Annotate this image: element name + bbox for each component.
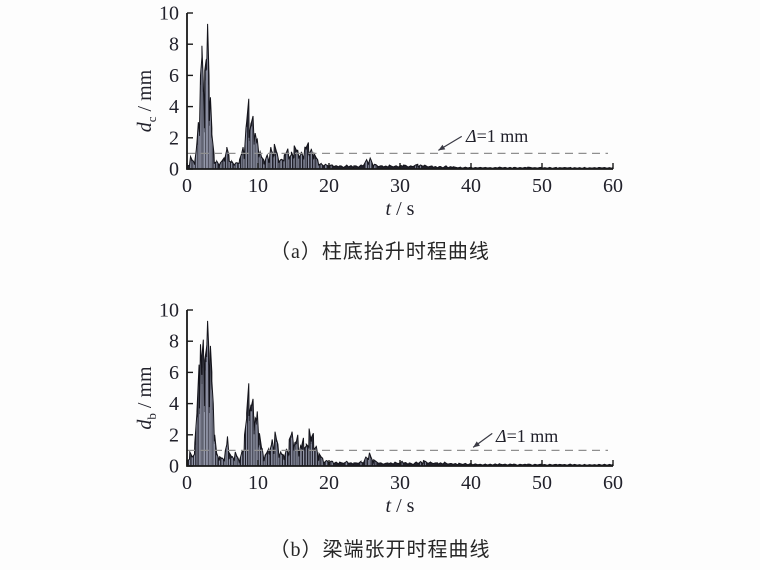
y-variable: d xyxy=(134,122,156,133)
annotation-arrowhead xyxy=(473,441,480,448)
x-tick-label: 20 xyxy=(319,472,339,494)
y-tick-label: 10 xyxy=(159,300,179,322)
chart-a-threshold-annotation: Δ=1 mm xyxy=(466,126,528,147)
signal-envelope xyxy=(186,23,614,169)
chart-a-caption: （a）柱底抬升时程曲线 xyxy=(270,241,490,263)
y-tick-label: 4 xyxy=(169,393,179,415)
chart-a-x-axis-label: t / s xyxy=(187,198,613,221)
y-tick-label: 0 xyxy=(169,159,179,181)
chart-b-plot-canvas: 0 2 4 6 8 10 0 10 20 30 40 50 60 xyxy=(159,300,623,495)
chart-b-caption: （b）梁端张开时程曲线 xyxy=(269,539,491,561)
x-tick-label: 50 xyxy=(532,175,552,197)
chart-b-block: 0 2 4 6 8 10 0 10 20 30 40 50 60 db / mm t / s Δ=1 m… xyxy=(0,297,760,570)
x-tick-label: 0 xyxy=(182,472,192,494)
x-tick-label: 30 xyxy=(390,472,410,494)
x-variable: t xyxy=(385,495,392,517)
y-variable-subscript: b xyxy=(144,413,159,420)
signal-envelope xyxy=(186,320,614,466)
x-unit: / s xyxy=(391,198,415,220)
y-unit: / mm xyxy=(134,366,156,414)
x-tick-label: 30 xyxy=(390,175,410,197)
chart-b-y-axis-label: db / mm xyxy=(132,323,159,473)
y-tick-label: 0 xyxy=(169,456,179,478)
y-tick-label: 2 xyxy=(169,424,179,446)
chart-a-y-axis-label: dc / mm xyxy=(132,26,159,176)
chart-b-x-axis-label: t / s xyxy=(187,495,613,518)
y-tick-label: 6 xyxy=(169,362,179,384)
y-tick-label: 8 xyxy=(169,34,179,56)
y-tick-label: 4 xyxy=(169,96,179,118)
y-variable: d xyxy=(134,419,156,430)
y-tick-label: 8 xyxy=(169,331,179,353)
x-variable: t xyxy=(385,198,392,220)
y-tick-label: 10 xyxy=(159,3,179,25)
y-unit: / mm xyxy=(134,69,156,117)
delta-symbol: Δ xyxy=(496,426,507,446)
x-tick-label: 50 xyxy=(532,472,552,494)
chart-b-threshold-annotation: Δ=1 mm xyxy=(496,426,558,447)
y-tick-label: 6 xyxy=(169,65,179,87)
x-tick-label: 10 xyxy=(248,472,268,494)
x-tick-label: 40 xyxy=(461,175,481,197)
delta-symbol: Δ xyxy=(466,126,477,146)
y-variable-subscript: c xyxy=(144,116,159,123)
x-unit: / s xyxy=(391,495,415,517)
x-tick-label: 60 xyxy=(603,472,623,494)
chart-a-plot-canvas: 0 2 4 6 8 10 0 10 20 30 40 50 60 xyxy=(159,3,623,198)
threshold-value-text: =1 mm xyxy=(476,126,529,146)
chart-a-block: 0 2 4 6 8 10 0 10 20 30 40 50 60 dc / mm t / s Δ=1 m… xyxy=(132,3,623,264)
x-tick-label: 10 xyxy=(248,175,268,197)
annotation-arrowhead xyxy=(438,144,446,151)
x-tick-label: 20 xyxy=(319,175,339,197)
x-tick-label: 0 xyxy=(182,175,192,197)
x-tick-label: 60 xyxy=(603,175,623,197)
threshold-value-text: =1 mm xyxy=(506,426,559,446)
y-tick-label: 2 xyxy=(169,127,179,149)
x-tick-label: 40 xyxy=(461,472,481,494)
